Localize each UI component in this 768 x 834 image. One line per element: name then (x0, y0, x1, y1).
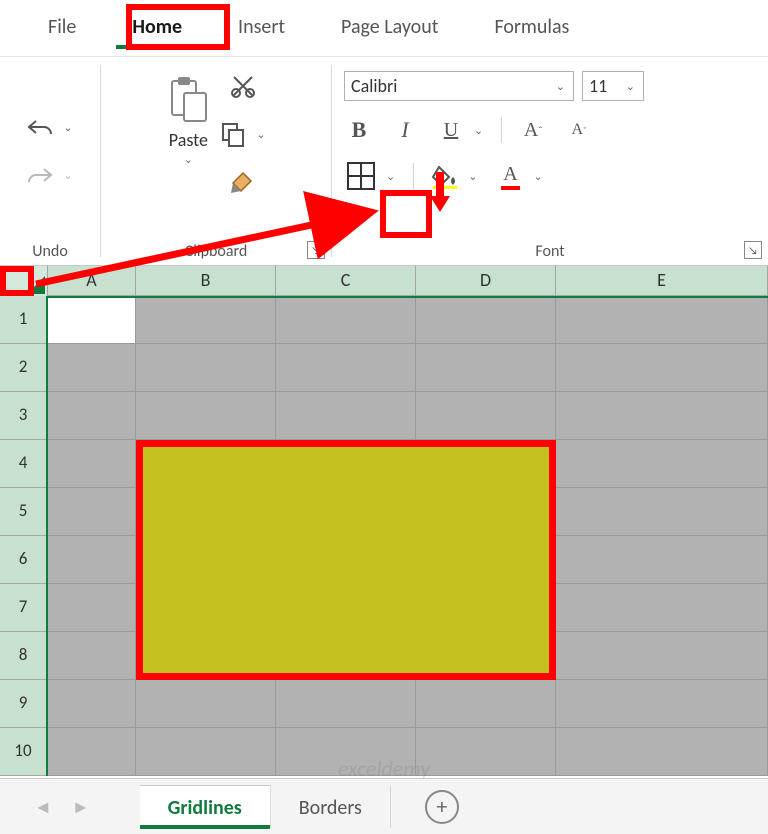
row-header[interactable]: 7 (0, 584, 46, 632)
group-clipboard-label: Clipboard (185, 236, 248, 263)
row-header[interactable]: 3 (0, 392, 46, 440)
group-undo-label: Undo (32, 236, 68, 263)
font-name-value: Calibri (351, 75, 397, 97)
highlighted-range (136, 440, 556, 680)
italic-button[interactable]: I (390, 115, 420, 145)
tab-formulas[interactable]: Formulas (466, 5, 597, 51)
borders-dropdown-icon[interactable]: ⌄ (384, 170, 397, 183)
cells-area[interactable] (48, 296, 768, 776)
paste-dropdown-icon[interactable]: ⌄ (182, 153, 195, 166)
select-all-corner[interactable] (0, 266, 48, 296)
format-painter-button[interactable] (228, 167, 258, 197)
font-size-value: 11 (589, 75, 607, 97)
redo-button[interactable] (25, 161, 55, 191)
row-header[interactable]: 5 (0, 488, 46, 536)
row-header[interactable]: 8 (0, 632, 46, 680)
group-undo: ⌄ ⌄ Undo (0, 57, 100, 265)
font-color-dropdown-icon[interactable]: ⌄ (531, 170, 544, 183)
clipboard-launcher-icon[interactable]: ↘ (307, 241, 325, 259)
undo-dropdown-icon[interactable]: ⌄ (61, 121, 74, 134)
chevron-down-icon: ⌄ (618, 80, 637, 93)
group-clipboard: Paste ⌄ ⌄ Clipboard ↘ (101, 57, 331, 265)
sheet-tab-gridlines[interactable]: Gridlines (140, 785, 271, 828)
tab-insert[interactable]: Insert (210, 5, 313, 51)
cut-button[interactable] (228, 71, 258, 101)
row-header[interactable]: 6 (0, 536, 46, 584)
worksheet-grid: 1 2 3 4 5 6 7 8 9 10 (0, 296, 768, 776)
sheet-tab-borders[interactable]: Borders (271, 786, 391, 828)
add-sheet-button[interactable]: + (425, 790, 459, 824)
paste-label: Paste (169, 129, 208, 151)
group-font-label: Font (535, 236, 564, 263)
fill-color-button[interactable] (430, 161, 460, 191)
decrease-font-button[interactable]: Aˇ (564, 115, 594, 145)
font-size-combo[interactable]: 11 ⌄ (582, 71, 644, 101)
fill-color-dropdown-icon[interactable]: ⌄ (466, 170, 479, 183)
ribbon: ⌄ ⌄ Undo Paste ⌄ (0, 56, 768, 266)
group-font: Calibri ⌄ 11 ⌄ B I U ⌄ Aˆ (332, 57, 768, 265)
font-launcher-icon[interactable]: ↘ (744, 241, 762, 259)
increase-font-button[interactable]: Aˆ (518, 115, 548, 145)
column-header[interactable]: C (276, 266, 416, 295)
font-color-button[interactable]: A (495, 161, 525, 191)
copy-button[interactable] (218, 119, 248, 149)
sheet-tab-bar: ◄ ► Gridlines Borders + (0, 778, 768, 834)
sheet-nav-prev-icon[interactable]: ◄ (24, 796, 62, 818)
column-header[interactable]: B (136, 266, 276, 295)
underline-dropdown-icon[interactable]: ⌄ (472, 124, 485, 137)
row-header[interactable]: 10 (0, 728, 46, 776)
row-header[interactable]: 2 (0, 344, 46, 392)
row-header-column: 1 2 3 4 5 6 7 8 9 10 (0, 296, 48, 776)
copy-dropdown-icon[interactable]: ⌄ (254, 128, 267, 141)
column-header[interactable]: A (48, 266, 136, 295)
sheet-nav-next-icon[interactable]: ► (62, 796, 100, 818)
chevron-down-icon: ⌄ (548, 80, 567, 93)
column-header[interactable]: D (416, 266, 556, 295)
bold-button[interactable]: B (344, 115, 374, 145)
paste-button[interactable]: Paste ⌄ (164, 71, 212, 166)
ribbon-tab-row: File Home Insert Page Layout Formulas (0, 0, 768, 56)
borders-button[interactable] (344, 159, 378, 193)
underline-button[interactable]: U (436, 115, 466, 145)
row-header[interactable]: 1 (0, 296, 46, 344)
redo-dropdown-icon[interactable]: ⌄ (61, 169, 74, 182)
tab-page-layout[interactable]: Page Layout (313, 5, 466, 51)
row-header[interactable]: 4 (0, 440, 46, 488)
row-header[interactable]: 9 (0, 680, 46, 728)
undo-button[interactable] (25, 113, 55, 143)
tab-home[interactable]: Home (104, 5, 210, 51)
tab-file[interactable]: File (20, 5, 104, 51)
column-header-row: A B C D E (0, 266, 768, 296)
column-header[interactable]: E (556, 266, 768, 295)
font-name-combo[interactable]: Calibri ⌄ (344, 71, 574, 101)
